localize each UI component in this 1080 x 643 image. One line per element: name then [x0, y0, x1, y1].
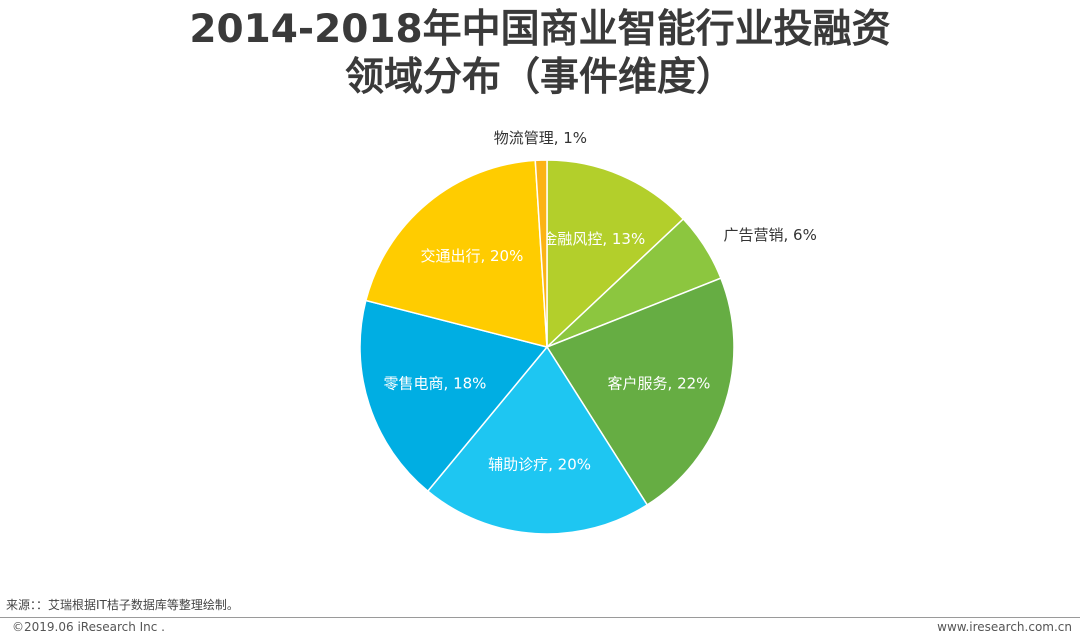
pie-slice-5: [359, 299, 549, 493]
pie-label-2: 广告营销, 6%: [724, 226, 817, 244]
pie-slice-4: [426, 345, 649, 535]
pie-slice-6: [364, 159, 548, 348]
pie-slice-1: [546, 159, 685, 349]
pie-label-3: 客户服务, 22%: [608, 374, 711, 392]
pie-label-1: 金融风控, 13%: [542, 230, 645, 248]
copyright-text: ©2019.06 iResearch Inc .: [12, 620, 165, 634]
chart-title-line-1: 2014-2018年中国商业智能行业投融资: [189, 7, 891, 52]
pie-label-4: 辅助诊疗, 20%: [488, 456, 591, 474]
footer-divider: [0, 617, 1080, 618]
chart-title: 2014-2018年中国商业智能行业投融资 领域分布（事件维度）: [0, 6, 1080, 102]
website-link[interactable]: www.iresearch.com.cn: [937, 620, 1072, 634]
pie-label-7: 物流管理, 1%: [494, 129, 587, 147]
source-note: 来源：：艾瑞根据IT桔子数据库等整理绘制。: [6, 598, 239, 612]
pie-label-5: 零售电商, 18%: [384, 374, 487, 392]
pie-slice-3: [545, 277, 735, 506]
chart-title-line-2: 领域分布（事件维度）: [344, 55, 735, 100]
pie-label-6: 交通出行, 20%: [420, 247, 523, 265]
pie-slice-7: [534, 159, 548, 348]
